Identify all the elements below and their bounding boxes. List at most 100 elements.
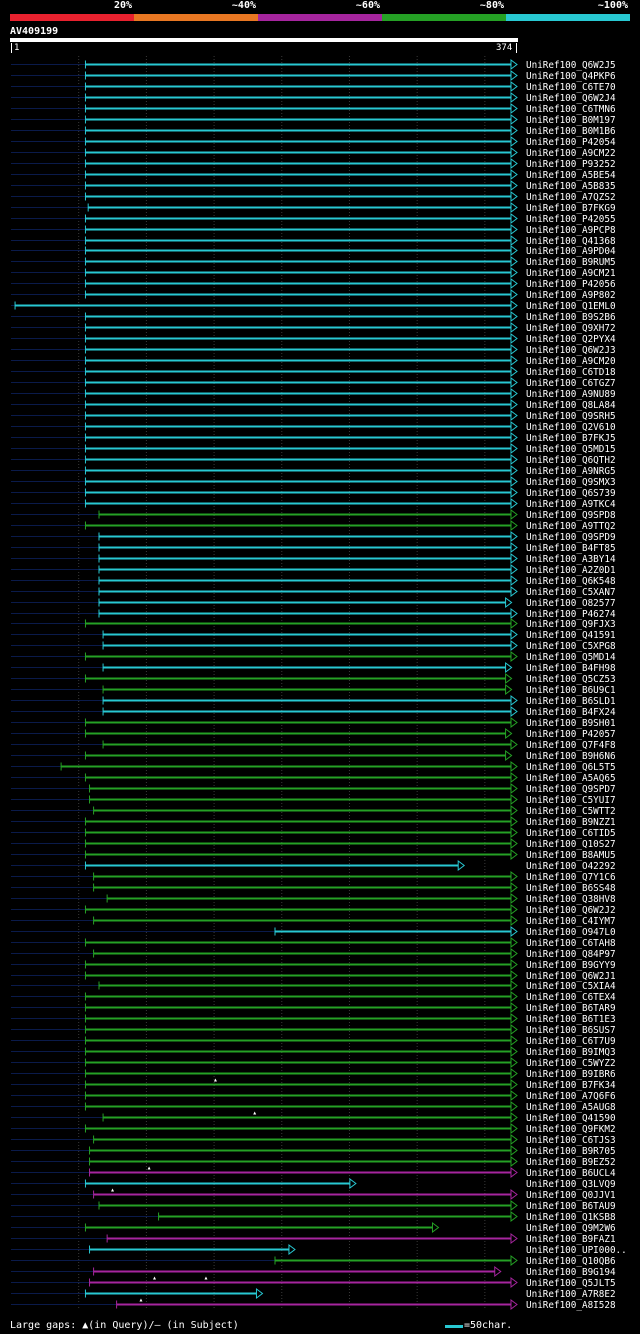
hit-arrow — [510, 871, 518, 882]
hit-arrow — [510, 344, 518, 355]
hit-arrow — [510, 1277, 518, 1288]
query-ruler — [10, 38, 518, 42]
hit-arrow — [510, 1255, 518, 1266]
hit-label: UniRef100_C5XIA4 — [526, 981, 616, 992]
hit-label: UniRef100_Q6W2J2 — [526, 905, 616, 916]
hit-label: UniRef100_Q9SRH5 — [526, 411, 616, 422]
hit-arrow — [510, 1101, 518, 1112]
hit-label: UniRef100_B7FK34 — [526, 1080, 616, 1091]
hit-arrow — [510, 1167, 518, 1178]
hit-label: UniRef100_A9CM21 — [526, 268, 616, 279]
hit-arrow — [510, 399, 518, 410]
hit-arrow — [510, 1156, 518, 1167]
hit-label: UniRef100_Q6L5T5 — [526, 762, 616, 773]
hit-label: UniRef100_B6SS48 — [526, 883, 616, 894]
hit-arrow — [510, 608, 518, 619]
hit-arrow — [510, 1090, 518, 1101]
hit-arrow — [505, 662, 513, 673]
identity-legend: 20% ~40% ~60% ~80% ~100% — [10, 0, 630, 22]
hit-arrow — [510, 1024, 518, 1035]
hit-label: UniRef100_B9R705 — [526, 1146, 616, 1157]
hit-arrow — [255, 1288, 264, 1299]
hit-arrow — [510, 1079, 518, 1090]
hit-arrow — [510, 629, 518, 640]
hit-label: UniRef100_Q6W2J4 — [526, 93, 616, 104]
hit-label: UniRef100_A9CM20 — [526, 356, 616, 367]
hit-arrow — [510, 805, 518, 816]
hit-arrow — [510, 586, 518, 597]
hit-arrow — [510, 1046, 518, 1057]
hit-arrow — [510, 432, 518, 443]
hit-label: UniRef100_Q0JJV1 — [526, 1190, 616, 1201]
hit-label: UniRef100_P46274 — [526, 609, 616, 620]
footer-gaps-legend: Large gaps: ▲(in Query)/– (in Subject) — [10, 1320, 239, 1331]
hit-label: UniRef100_A9TKC4 — [526, 499, 616, 510]
hit-label: UniRef100_B6U9C1 — [526, 685, 616, 696]
query-gap-marker — [147, 1166, 151, 1170]
hit-label: UniRef100_A7Q6F6 — [526, 1091, 616, 1102]
hit-label: UniRef100_Q2PYX4 — [526, 334, 616, 345]
hit-arrow — [510, 926, 518, 937]
hit-label: UniRef100_A2Z0D1 — [526, 565, 616, 576]
hit-label: UniRef100_O947L0 — [526, 927, 616, 938]
hit-label: UniRef100_A7QZS2 — [526, 192, 616, 203]
hit-label: UniRef100_UPI000.. — [526, 1245, 627, 1256]
hit-label: UniRef100_Q9FJX3 — [526, 619, 616, 630]
hit-label: UniRef100_C5WTT2 — [526, 806, 616, 817]
hit-arrow — [510, 256, 518, 267]
query-gap-marker — [111, 1188, 115, 1192]
hit-label: UniRef100_C5XPG8 — [526, 641, 616, 652]
hit-label: UniRef100_Q9SPD7 — [526, 784, 616, 795]
hit-label: UniRef100_A5BE54 — [526, 170, 616, 181]
hit-arrow — [505, 673, 513, 684]
ruler-start-tick — [11, 43, 12, 53]
hit-label: UniRef100_A8I528 — [526, 1300, 616, 1311]
hit-label: UniRef100_A3BY14 — [526, 554, 616, 565]
hit-arrow — [510, 849, 518, 860]
hit-arrow — [505, 597, 513, 608]
hit-arrow — [510, 300, 518, 311]
hit-label: UniRef100_Q10S27 — [526, 839, 616, 850]
hit-arrow — [349, 1178, 357, 1189]
hit-label: UniRef100_B6SUS7 — [526, 1025, 616, 1036]
hit-label: UniRef100_Q4PKP6 — [526, 71, 616, 82]
hit-arrow — [510, 893, 518, 904]
hit-label: UniRef100_B9SH01 — [526, 718, 616, 729]
hit-label: UniRef100_Q41368 — [526, 236, 616, 247]
hit-label: UniRef100_A9NRG5 — [526, 466, 616, 477]
hit-label: UniRef100_P42057 — [526, 729, 616, 740]
hit-label: UniRef100_C6T7U9 — [526, 1036, 616, 1047]
hit-label: UniRef100_Q6W2J1 — [526, 971, 616, 982]
hit-label: UniRef100_Q10QB6 — [526, 1256, 616, 1267]
hit-label: UniRef100_Q5MD15 — [526, 444, 616, 455]
legend-swatch-3 — [258, 14, 382, 21]
hit-label: UniRef100_B6T1E3 — [526, 1014, 616, 1025]
hit-arrow — [510, 235, 518, 246]
hit-arrow — [510, 970, 518, 981]
hit-label: UniRef100_Q41591 — [526, 630, 616, 641]
hit-arrow — [510, 311, 518, 322]
hit-label: UniRef100_B6UCL4 — [526, 1168, 616, 1179]
hit-arrow — [510, 564, 518, 575]
hit-label: UniRef100_A9P802 — [526, 290, 616, 301]
hit-label: UniRef100_B7FKG9 — [526, 203, 616, 214]
hit-label: UniRef100_Q38HV8 — [526, 894, 616, 905]
hit-arrow — [510, 542, 518, 553]
hit-label: UniRef100_B7FKJ5 — [526, 433, 616, 444]
hit-arrow — [510, 520, 518, 531]
legend-label-3: ~60% — [355, 0, 380, 11]
hit-arrow — [510, 410, 518, 421]
hit-arrow — [510, 103, 518, 114]
hit-arrow — [510, 1145, 518, 1156]
hit-label: UniRef100_B9IBR6 — [526, 1069, 616, 1080]
hit-label: UniRef100_B6TAU9 — [526, 1201, 616, 1212]
query-gap-marker — [213, 1078, 217, 1082]
hit-arrow — [510, 1068, 518, 1079]
hit-label: UniRef100_P42056 — [526, 279, 616, 290]
hit-arrow — [510, 213, 518, 224]
hit-arrow — [510, 948, 518, 959]
hit-label: UniRef100_C6TEX4 — [526, 992, 616, 1003]
legend-swatch-1 — [10, 14, 134, 21]
hit-arrow — [510, 278, 518, 289]
hit-label: UniRef100_A9PCP8 — [526, 225, 616, 236]
